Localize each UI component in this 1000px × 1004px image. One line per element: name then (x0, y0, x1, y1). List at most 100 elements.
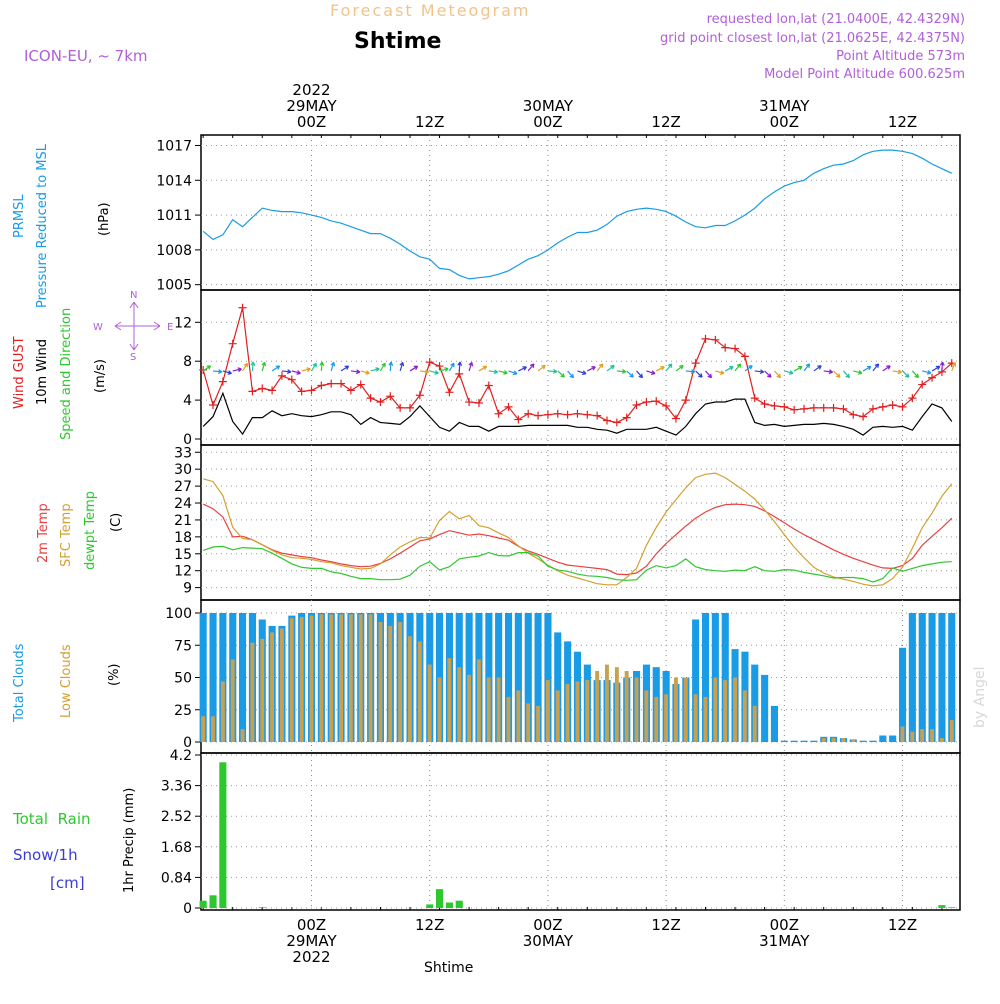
precip-ytick-label: 2.52 (161, 809, 192, 825)
temp-unit: (C) (109, 513, 124, 532)
gust-marker (366, 394, 375, 403)
gust-marker (829, 403, 838, 412)
temperature-ytick-label: 24 (174, 496, 192, 512)
clouds-bar-total-clouds (938, 613, 946, 742)
total-clouds-label: Total Clouds (12, 643, 27, 723)
wind-direction-arrow (350, 369, 361, 375)
wind-direction-arrow (705, 370, 713, 379)
time-label-top: 00Z (770, 113, 799, 131)
clouds-bar-low-clouds (408, 636, 412, 742)
wind-direction-arrow (281, 369, 292, 375)
clouds-bar-low-clouds (939, 738, 944, 742)
clouds-bar-total-clouds (721, 613, 729, 742)
wind-direction-arrow (685, 369, 696, 374)
clouds-bar-low-clouds (900, 726, 905, 742)
clouds-bar-low-clouds (447, 658, 452, 742)
temperature-ytick-label: 27 (174, 479, 192, 495)
temperature-ytick-label: 21 (174, 513, 192, 529)
clouds-bar-low-clouds (220, 681, 225, 742)
clouds-bar-low-clouds (230, 659, 235, 742)
wind-direction-arrow (862, 365, 872, 372)
clouds-bar-total-clouds (239, 613, 247, 742)
wind-direction-arrow (319, 361, 325, 371)
clouds-bar-low-clouds (457, 667, 462, 742)
clouds-bar-total-clouds (859, 740, 867, 742)
forecast-meteogram-watermark: Forecast Meteogram (330, 1, 530, 20)
wind-direction-arrow (508, 370, 518, 376)
clouds-bar-low-clouds (427, 664, 432, 742)
clouds-ytick-label: 75 (174, 638, 192, 654)
wind-direction-arrow (616, 369, 627, 374)
wind-direction-arrow (457, 361, 463, 371)
prmsl-description: Pressure Reduced to MSL (35, 143, 50, 308)
gust-marker (662, 401, 671, 410)
gust-marker (455, 369, 464, 378)
gust-marker (474, 399, 483, 408)
model-point-altitude: Model Point Altitude 600.625m (764, 67, 965, 82)
pressure-ytick-label: 1008 (156, 243, 192, 259)
clouds-ytick-label: 0 (183, 735, 192, 751)
wind-direction-arrow (557, 370, 565, 378)
footer-location: Shtime (424, 960, 473, 976)
clouds-bar-low-clouds (368, 614, 373, 742)
clouds-ytick-label: 100 (165, 606, 192, 622)
clouds-bar-low-clouds (289, 618, 294, 742)
gust-marker (209, 400, 217, 409)
requested-coordinates: requested lon,lat (21.0400E, 42.4329N) (707, 12, 965, 27)
time-label-top: 00Z (533, 113, 562, 131)
gust-marker (711, 335, 720, 344)
clouds-bar-low-clouds (624, 671, 629, 742)
gust-marker (297, 387, 306, 396)
t2m-label: 2m Temp (36, 503, 51, 563)
time-label-bottom: 2022 (292, 948, 330, 966)
point-altitude: Point Altitude 573m (836, 49, 965, 64)
clouds-bar-low-clouds (841, 738, 846, 742)
wind-direction-arrow (429, 370, 439, 375)
precip-ytick-label: 0.84 (161, 870, 192, 886)
pressure-ytick-label: 1011 (156, 208, 192, 224)
time-label-bottom: 00Z (297, 916, 326, 934)
precip-panel-frame (200, 752, 961, 911)
wind-direction-arrow (360, 370, 370, 375)
precip-ytick-label: 0 (183, 901, 192, 917)
temperature-panel-frame (200, 444, 961, 601)
clouds-bar-total-clouds (770, 705, 778, 742)
gust-marker (612, 418, 621, 427)
gust-marker (731, 344, 740, 353)
wind-direction-arrow (310, 362, 317, 372)
clouds-bar-total-clouds (928, 613, 936, 742)
gust-marker (465, 398, 474, 407)
wind-direction-arrow (823, 369, 833, 375)
clouds-bar-low-clouds (240, 729, 245, 742)
temperature-series-dewpt-temp (203, 545, 952, 583)
wind-direction-arrow (675, 365, 684, 372)
gust-marker (415, 391, 424, 400)
wind-direction-arrow (902, 370, 910, 378)
clouds-bar-low-clouds (683, 677, 688, 742)
clouds-bar-low-clouds (477, 659, 481, 742)
pressure-series-prmsl (202, 149, 953, 280)
gust-marker (425, 358, 434, 367)
gust-marker (238, 303, 247, 312)
clouds-bar-total-clouds (948, 613, 956, 742)
gust-marker (287, 375, 296, 384)
gust-marker (918, 380, 927, 389)
clouds-bar-total-clouds (219, 613, 227, 742)
clouds-bar-total-clouds (899, 647, 907, 742)
gust-marker (307, 386, 316, 395)
sfc-temp-label: SFC Temp (59, 503, 74, 567)
temperature-ytick-label: 18 (174, 530, 192, 546)
temperature-series-sfc-temp (203, 472, 953, 587)
gust-marker (534, 411, 543, 420)
gust-marker (888, 400, 897, 409)
clouds-bar-low-clouds (339, 614, 343, 742)
compass-n: N (130, 290, 137, 301)
gust-marker (701, 334, 710, 343)
clouds-bar-total-clouds (534, 613, 542, 742)
wind-direction-arrow (419, 369, 430, 375)
gust-marker (908, 394, 917, 403)
wind-direction-arrow (222, 370, 232, 375)
gust-marker (258, 384, 267, 393)
clouds-bar-low-clouds (545, 680, 550, 742)
clouds-bar-total-clouds (800, 740, 808, 742)
